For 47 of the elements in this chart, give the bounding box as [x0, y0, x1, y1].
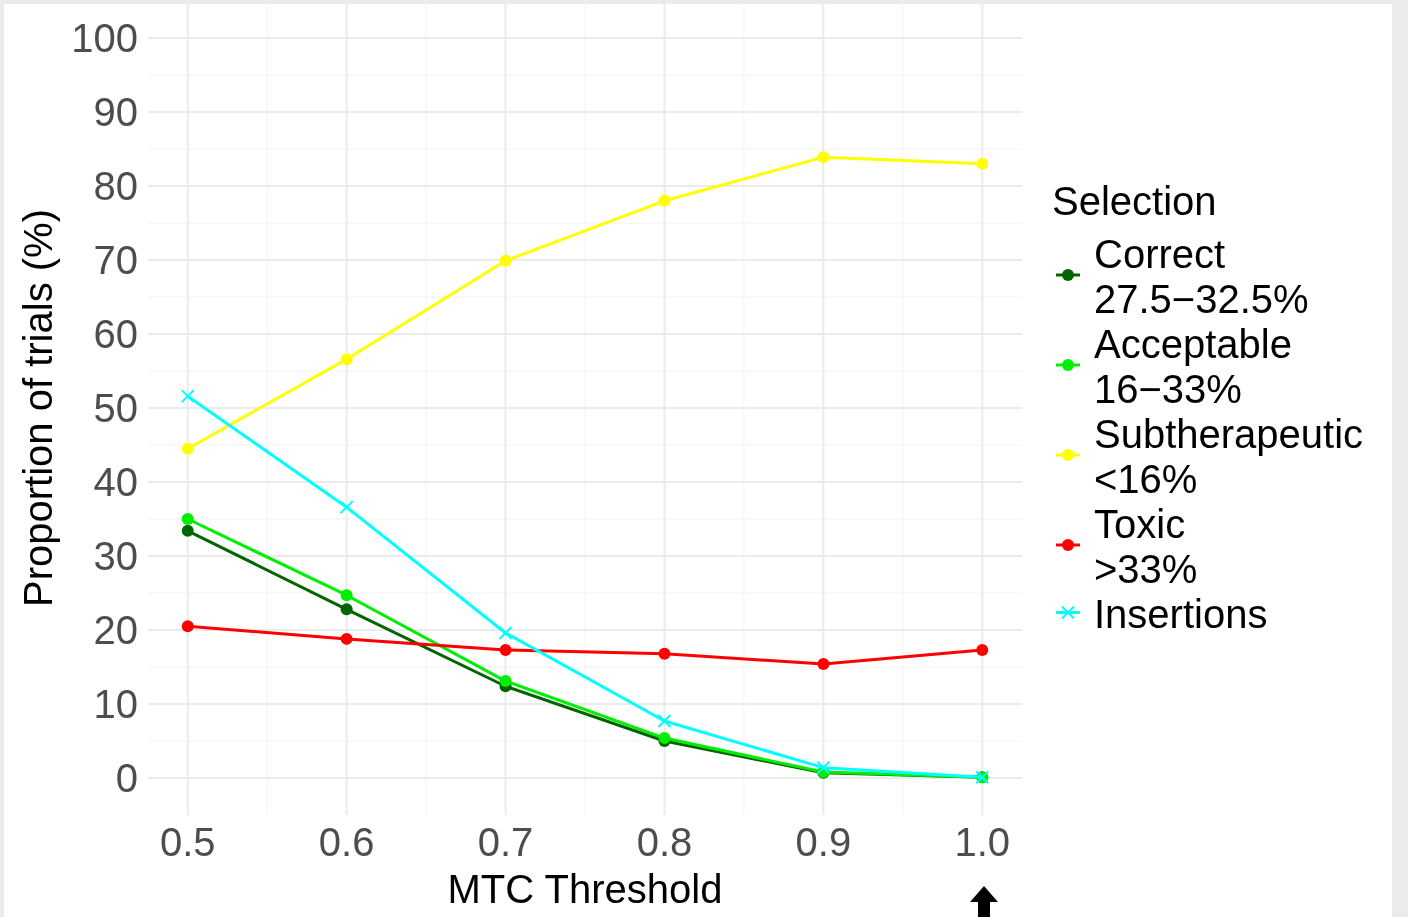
point	[340, 353, 353, 366]
legend-label: Correct 27.5−32.5%	[1094, 232, 1309, 321]
point	[976, 157, 989, 170]
point	[499, 675, 512, 688]
point	[498, 625, 513, 640]
legend-label: Subtherapeutic <16%	[1094, 412, 1364, 501]
legend-title: Selection	[1052, 179, 1217, 223]
point	[340, 589, 353, 602]
point	[181, 524, 194, 537]
x-tick-label: 0.7	[477, 820, 534, 864]
y-tick-label: 60	[93, 312, 138, 356]
y-tick-label: 40	[93, 460, 138, 504]
y-tick-label: 70	[93, 238, 138, 282]
x-tick-label: 0.8	[636, 820, 693, 864]
point	[658, 194, 671, 207]
y-axis-title: Proportion of trials (%)	[16, 209, 60, 607]
point	[499, 254, 512, 267]
y-tick-label: 30	[93, 534, 138, 578]
legend-label: Insertions	[1094, 592, 1268, 636]
point	[976, 643, 989, 656]
y-tick-label: 90	[93, 90, 138, 134]
point	[817, 658, 830, 671]
point	[180, 389, 195, 404]
x-tick-label: 0.6	[318, 820, 375, 864]
y-tick-label: 50	[93, 386, 138, 430]
point	[340, 603, 353, 616]
y-tick-label: 80	[93, 164, 138, 208]
point	[181, 513, 194, 525]
point	[340, 632, 353, 645]
legend-label: Toxic >33%	[1094, 502, 1198, 591]
y-tick-label: 100	[71, 16, 138, 60]
point	[816, 760, 831, 775]
point	[817, 151, 830, 164]
point	[658, 647, 671, 660]
y-tick-label: 0	[115, 756, 138, 800]
y-tick-label: 10	[93, 682, 138, 726]
point	[657, 714, 672, 729]
point	[181, 620, 194, 633]
x-tick-label: 0.5	[159, 820, 216, 864]
x-tick-label: 1.0	[954, 820, 1011, 864]
legend-label: Acceptable 16−33%	[1094, 322, 1292, 411]
point	[181, 442, 194, 455]
point	[339, 500, 354, 515]
point	[499, 643, 512, 656]
y-tick-label: 20	[93, 608, 138, 652]
x-tick-label: 0.9	[795, 820, 852, 864]
x-axis-title: MTC Threshold	[447, 867, 723, 911]
